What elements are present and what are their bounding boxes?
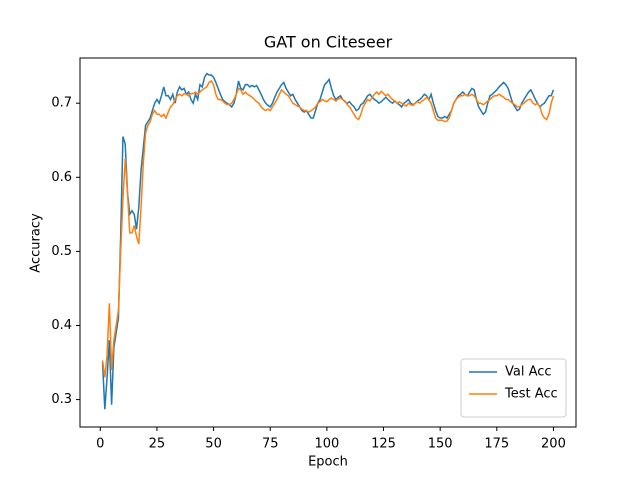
x-tick-label: 150: [428, 437, 453, 452]
x-tick-label: 100: [314, 437, 339, 452]
y-tick-label: 0.6: [51, 170, 72, 185]
x-tick-label: 125: [371, 437, 396, 452]
y-tick-label: 0.5: [51, 244, 72, 259]
x-axis-label: Epoch: [308, 455, 348, 470]
legend-label: Val Acc: [505, 365, 552, 380]
y-tick-label: 0.3: [51, 392, 72, 407]
y-tick-label: 0.4: [51, 318, 72, 333]
x-tick-label: 175: [484, 437, 509, 452]
data-line: [101, 79, 555, 378]
x-tick-label: 200: [541, 437, 566, 452]
y-axis-label: Accuracy: [29, 213, 44, 273]
plot-frame: [79, 57, 577, 428]
data-line: [101, 72, 555, 410]
chart-title: GAT on Citeseer: [264, 33, 393, 52]
x-tick-label: 50: [205, 437, 222, 452]
legend-label: Test Acc: [504, 387, 558, 402]
x-tick-label: 75: [262, 437, 279, 452]
x-tick-label: 0: [96, 437, 104, 452]
legend-box: [460, 358, 567, 418]
y-tick-label: 0.7: [51, 96, 72, 111]
x-tick-label: 25: [149, 437, 166, 452]
